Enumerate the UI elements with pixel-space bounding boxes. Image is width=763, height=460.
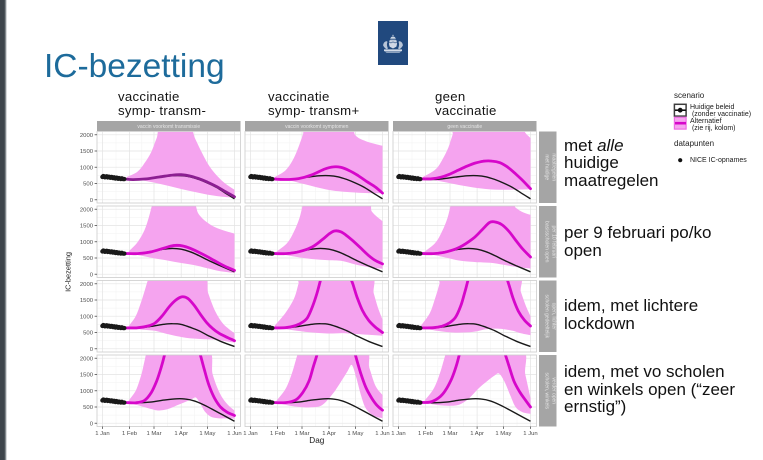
svg-text:2000: 2000 — [80, 207, 94, 213]
svg-text:1500: 1500 — [80, 224, 94, 230]
svg-text:1500: 1500 — [80, 149, 94, 155]
svg-text:1500: 1500 — [80, 298, 94, 304]
svg-text:met huidige: met huidige — [543, 154, 549, 180]
svg-text:scholen gedeeltelijk: scholen gedeeltelijk — [543, 294, 549, 338]
svg-text:basisscholen open: basisscholen open — [543, 221, 549, 263]
svg-text:1 May: 1 May — [495, 431, 511, 437]
svg-text:1000: 1000 — [80, 389, 94, 395]
svg-text:IC-bezetting: IC-bezetting — [64, 252, 73, 292]
svg-text:500: 500 — [83, 405, 94, 411]
svg-text:1 Apr: 1 Apr — [174, 431, 188, 437]
svg-text:maatregelen: maatregelen — [550, 153, 556, 181]
svg-text:scholen, winkels: scholen, winkels — [543, 373, 549, 410]
svg-text:1000: 1000 — [80, 240, 94, 246]
svg-text:500: 500 — [83, 331, 94, 337]
svg-text:vaccin voorkomt transmissie: vaccin voorkomt transmissie — [137, 124, 200, 130]
svg-text:1 May: 1 May — [347, 431, 363, 437]
svg-text:1 Jan: 1 Jan — [95, 431, 109, 437]
svg-text:1 Jan: 1 Jan — [391, 431, 405, 437]
svg-text:2000: 2000 — [80, 133, 94, 139]
svg-text:1 Mar: 1 Mar — [294, 431, 309, 437]
svg-text:2000: 2000 — [80, 356, 94, 362]
svg-text:1 Feb: 1 Feb — [418, 431, 434, 437]
svg-text:1 Apr: 1 Apr — [322, 431, 336, 437]
svg-text:500: 500 — [83, 256, 94, 262]
svg-text:500: 500 — [83, 182, 94, 188]
svg-text:1000: 1000 — [80, 314, 94, 320]
svg-text:2000: 2000 — [80, 282, 94, 288]
svg-text:1 Jun: 1 Jun — [523, 431, 537, 437]
svg-text:1 Jan: 1 Jan — [243, 431, 257, 437]
svg-text:open, lichter: open, lichter — [550, 303, 556, 331]
svg-text:1 Jun: 1 Jun — [375, 431, 389, 437]
svg-text:Dag: Dag — [309, 436, 324, 445]
svg-text:0: 0 — [90, 272, 94, 278]
svg-text:1 Jun: 1 Jun — [227, 431, 241, 437]
svg-text:1000: 1000 — [80, 165, 94, 171]
svg-text:1 Mar: 1 Mar — [146, 431, 161, 437]
svg-text:0: 0 — [90, 421, 94, 427]
svg-text:0: 0 — [90, 347, 94, 353]
svg-text:1 Mar: 1 Mar — [442, 431, 457, 437]
svg-text:geen vaccinatie: geen vaccinatie — [447, 124, 482, 130]
svg-text:1 May: 1 May — [199, 431, 215, 437]
svg-text:verder open: verder open — [550, 377, 556, 404]
svg-text:1 Feb: 1 Feb — [122, 431, 138, 437]
svg-text:1 Feb: 1 Feb — [270, 431, 286, 437]
svg-text:per 10 februari: per 10 februari — [550, 225, 556, 258]
svg-text:1 Apr: 1 Apr — [470, 431, 484, 437]
svg-text:vaccin voorkomt symptomen: vaccin voorkomt symptomen — [285, 124, 349, 130]
svg-text:1500: 1500 — [80, 373, 94, 379]
svg-text:0: 0 — [90, 198, 94, 204]
